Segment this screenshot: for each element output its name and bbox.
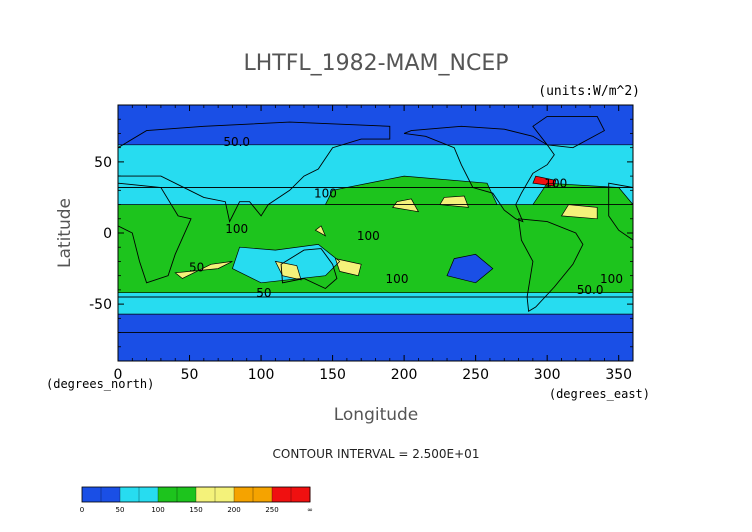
coastline-south-america — [518, 218, 584, 312]
y-tick-label--50: -50 — [89, 297, 112, 313]
contour-label-2: 100 — [544, 177, 567, 191]
colorbar-label-0: 0 — [80, 506, 84, 514]
contour-line-5 — [532, 182, 633, 205]
contour-line-14 — [314, 225, 327, 237]
contour-label-8: 50 — [256, 286, 271, 300]
colorbar-swatch-7 — [215, 487, 235, 502]
contour-line-11 — [392, 198, 420, 213]
contour-label-3: 100 — [225, 222, 248, 236]
x-tick-label-350: 350 — [605, 367, 632, 383]
colorbar-label-2: 100 — [151, 506, 164, 514]
x-axis-label: Longitude — [334, 405, 419, 425]
colorbar-swatch-5 — [177, 487, 197, 502]
colorbar-swatch-10 — [272, 487, 292, 502]
field-region-8 — [447, 254, 493, 283]
contour-line-0 — [118, 296, 633, 315]
contour-line-4 — [324, 175, 498, 205]
contour-line-8 — [174, 261, 233, 279]
field-region-4 — [118, 204, 633, 293]
y-axis-label: Latitude — [55, 198, 75, 268]
colorbar-label-3: 150 — [189, 506, 202, 514]
field-region-12 — [392, 198, 419, 212]
y-unit-note: (degrees_north) — [46, 377, 154, 391]
contour-label-0: 50.0 — [223, 135, 250, 149]
contour-line-12 — [439, 195, 470, 208]
colorbar-label-1: 50 — [116, 506, 125, 514]
x-tick-label-200: 200 — [391, 367, 418, 383]
colorbar: 0 50 100 150 200 250 ∞ — [80, 486, 313, 514]
coastline-eurasia — [118, 121, 391, 223]
x-tick-label-150: 150 — [319, 367, 346, 383]
y-tick-label-50: 50 — [94, 155, 112, 171]
colorbar-swatch-8 — [234, 487, 254, 502]
field-region-10 — [275, 261, 302, 280]
x-unit-note: (degrees_east) — [549, 387, 650, 401]
x-tick-label-250: 250 — [462, 367, 489, 383]
contour-label-9: 100 — [600, 272, 623, 286]
contour-line-3 — [118, 204, 633, 294]
field-region-6 — [532, 183, 633, 205]
coastline-north-america — [403, 125, 555, 223]
colorbar-swatch-2 — [120, 487, 140, 502]
contour-line-6 — [231, 244, 341, 284]
land-layer — [118, 115, 633, 361]
colorbar-swatch-11 — [291, 487, 311, 502]
chart-title: LHTFL_1982-MAM_NCEP — [243, 51, 508, 76]
contour-label-7: 50.0 — [577, 283, 604, 297]
y-tick-label-0: 0 — [103, 226, 112, 242]
field-region-2 — [118, 144, 633, 188]
contour-line-10 — [334, 258, 362, 277]
contour-label-1: 100 — [314, 186, 337, 200]
contour-layer — [118, 144, 633, 315]
contour-interval-text: CONTOUR INTERVAL = 2.500E+01 — [273, 447, 480, 461]
x-tick-label-300: 300 — [534, 367, 561, 383]
colorbar-swatch-9 — [253, 487, 273, 502]
colorbar-swatch-3 — [139, 487, 159, 502]
contour-line-7 — [446, 253, 494, 284]
coastline-africa — [608, 182, 633, 241]
contour-line-2 — [118, 187, 633, 298]
field-region-14 — [561, 204, 598, 219]
x-axis-ticks: 0 50 100 150 200 250 300 350 — [114, 105, 634, 383]
colorbar-label-5: 250 — [265, 506, 278, 514]
field-region-1 — [118, 297, 633, 315]
contour-line-15 — [532, 175, 557, 187]
colorbar-swatch-6 — [196, 487, 216, 502]
contour-line-9 — [274, 260, 302, 281]
colorbar-swatch-1 — [101, 487, 121, 502]
colorbar-label-4: 200 — [227, 506, 240, 514]
x-tick-label-100: 100 — [248, 367, 275, 383]
coastline-africa-east — [118, 182, 192, 284]
contour-label-4: 100 — [357, 229, 380, 243]
coastline-australia — [280, 248, 338, 290]
colorbar-swatch-4 — [158, 487, 178, 502]
coastline-greenland — [532, 115, 605, 149]
x-tick-label-0: 0 — [114, 367, 123, 383]
contour-line-13 — [560, 204, 598, 220]
x-tick-label-50: 50 — [181, 367, 199, 383]
colorbar-label-6: ∞ — [307, 506, 313, 514]
contour-label-6: 100 — [386, 272, 409, 286]
colorbar-swatch-0 — [82, 487, 102, 502]
contour-label-5: 50 — [189, 260, 204, 274]
units-note: (units:W/m^2) — [538, 84, 640, 99]
y-axis-ticks: -50 0 50 — [89, 118, 633, 348]
